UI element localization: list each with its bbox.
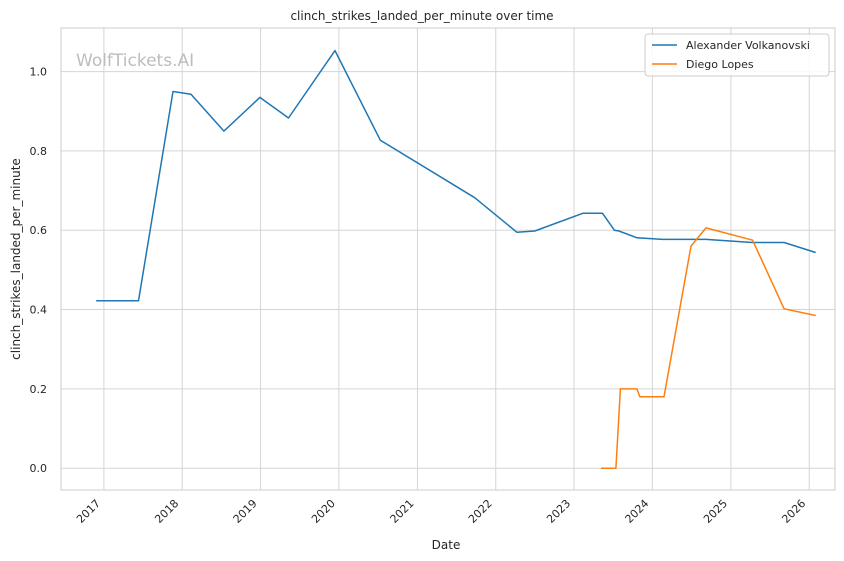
y-tick-label-5: 1.0 xyxy=(30,66,48,79)
legend: Alexander Volkanovski Diego Lopes xyxy=(644,33,830,77)
y-tick-label-0: 0.0 xyxy=(30,462,48,475)
x-axis-label: Date xyxy=(432,538,461,552)
x-tick-labels: 2017 2018 2019 2020 2021 2022 2023 2024 2025 2026 xyxy=(74,497,808,526)
plot-frame xyxy=(60,27,836,491)
y-tick-label-1: 0.2 xyxy=(30,383,48,396)
y-tick-labels: 0.0 0.2 0.4 0.6 0.8 1.0 xyxy=(30,66,48,476)
y-tick-label-3: 0.6 xyxy=(30,224,48,237)
y-tick-label-4: 0.8 xyxy=(30,145,48,158)
legend-label-lopes: Diego Lopes xyxy=(686,58,754,71)
grid xyxy=(61,28,835,490)
legend-label-volkanovski: Alexander Volkanovski xyxy=(686,39,810,52)
y-tick-label-2: 0.4 xyxy=(30,304,48,317)
legend-box xyxy=(644,33,830,77)
y-axis-label: clinch_strikes_landed_per_minute xyxy=(9,158,23,360)
series-line-alexander-volkanovski xyxy=(96,49,816,302)
watermark-text: WolfTickets.AI xyxy=(76,51,194,71)
series-lines xyxy=(96,49,816,469)
chart-title: clinch_strikes_landed_per_minute over ti… xyxy=(290,9,553,23)
series-line-diego-lopes xyxy=(600,227,816,469)
